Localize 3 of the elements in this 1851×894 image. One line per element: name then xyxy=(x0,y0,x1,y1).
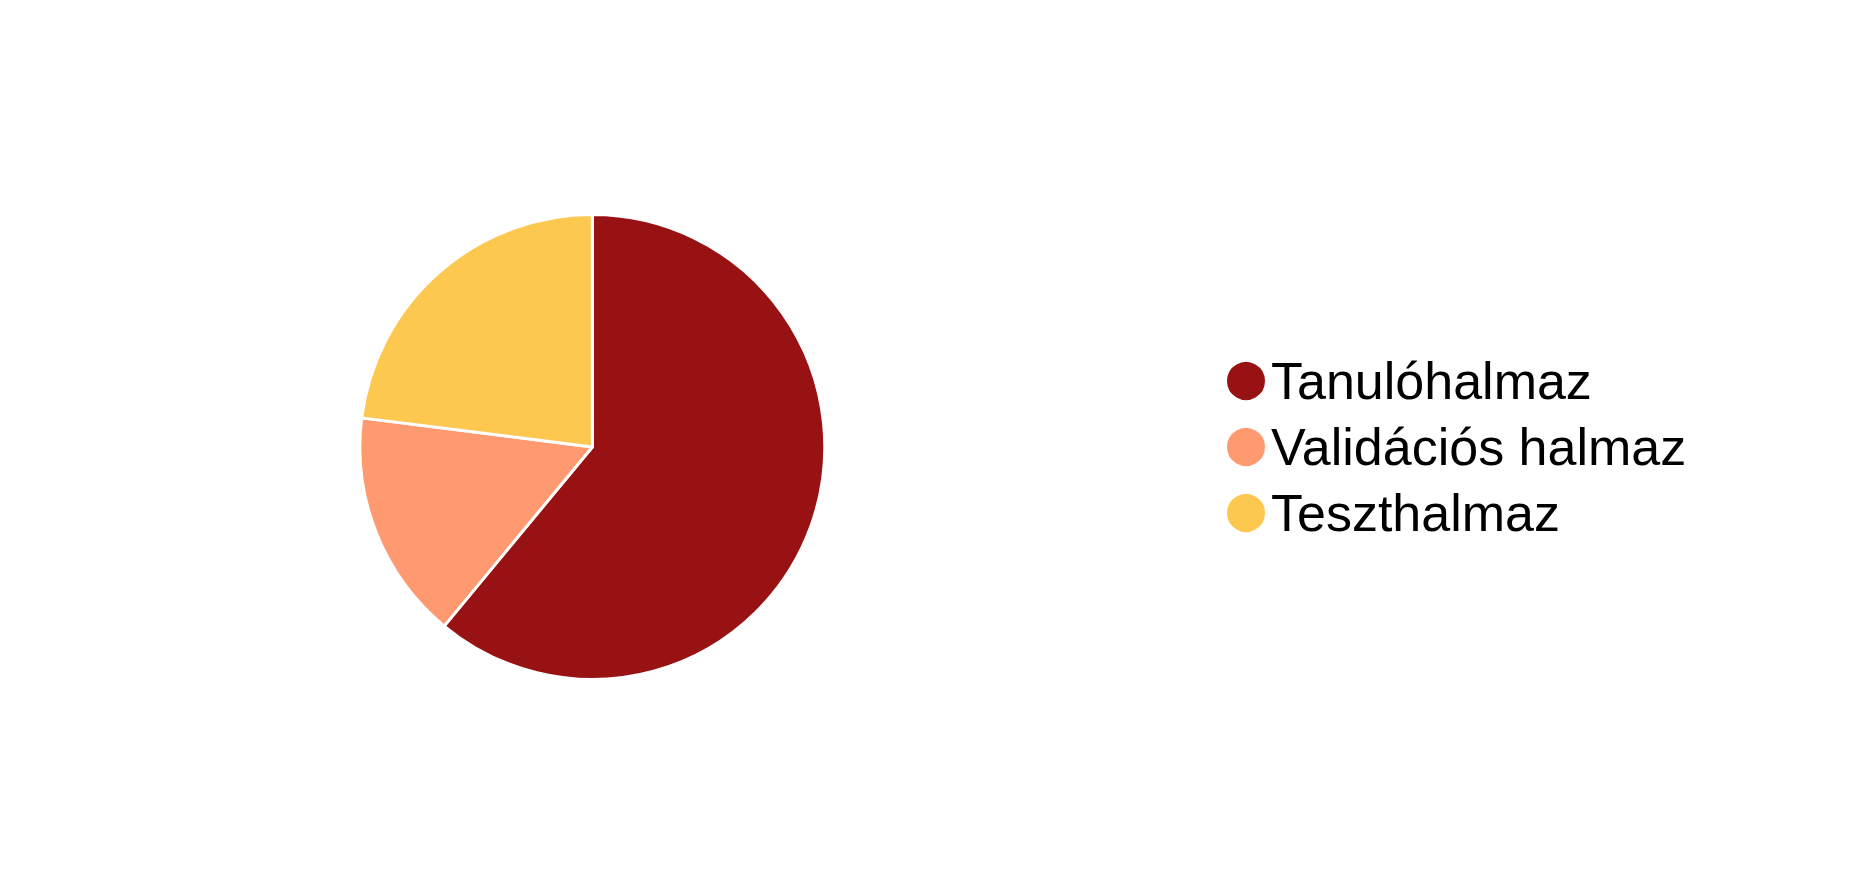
legend-label: Tanulóhalmaz xyxy=(1271,352,1592,410)
legend-label: Validációs halmaz xyxy=(1271,418,1687,476)
legend-label: Teszthalmaz xyxy=(1271,484,1560,542)
